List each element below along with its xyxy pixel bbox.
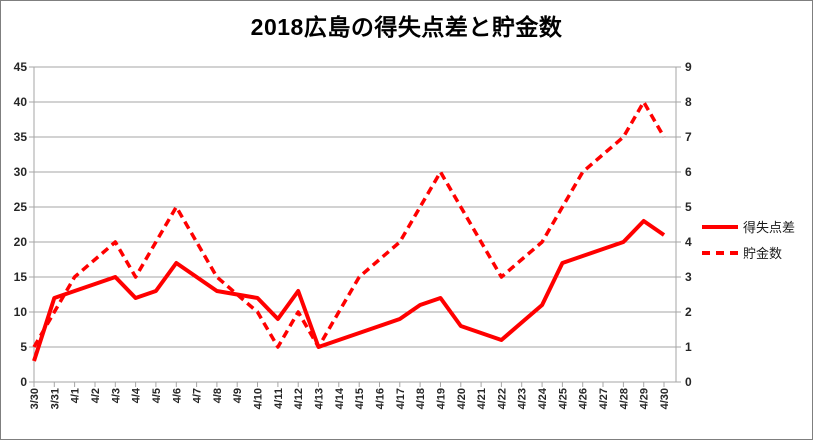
y-axis-label-right: 5 <box>685 200 692 214</box>
x-axis-label: 4/15 <box>354 388 366 409</box>
y-axis-label-right: 4 <box>685 235 692 249</box>
legend-line-dashed-swatch <box>702 250 738 255</box>
chart-title: 2018広島の得失点差と貯金数 <box>250 14 563 40</box>
y-axis-label-right: 9 <box>685 60 692 74</box>
series-line-dashed <box>32 100 666 349</box>
x-axis-label: 4/29 <box>639 388 651 409</box>
y-axis-label-left: 0 <box>20 375 27 389</box>
y-axis-label-right: 0 <box>685 375 692 389</box>
x-axis-label: 4/28 <box>618 388 630 409</box>
x-axis-label: 4/5 <box>151 388 163 403</box>
x-axis-label: 3/31 <box>49 388 61 409</box>
y-axis-label-right: 3 <box>685 270 692 284</box>
series-line-solid <box>32 219 666 362</box>
x-axis-label: 4/1 <box>70 388 82 403</box>
x-axis-label: 4/6 <box>171 388 183 403</box>
x-axis-label: 4/26 <box>578 388 590 409</box>
y-axis-label-left: 10 <box>14 305 28 319</box>
y-axis-label-right: 8 <box>685 95 692 109</box>
y-axis-label-left: 35 <box>14 130 28 144</box>
x-axis-label: 4/7 <box>192 388 204 403</box>
y-axis-label-left: 25 <box>14 200 28 214</box>
x-axis-label: 4/14 <box>334 387 346 409</box>
x-axis-label: 4/27 <box>598 388 610 409</box>
x-axis-label: 4/20 <box>456 388 468 409</box>
x-axis-label: 4/16 <box>375 388 387 409</box>
x-axis-label: 4/10 <box>253 388 265 409</box>
y-axis-label-right: 1 <box>685 340 692 354</box>
x-axis-label: 4/12 <box>293 388 305 409</box>
y-axis-label-right: 7 <box>685 130 692 144</box>
legend-label-series2: 貯金数 <box>743 246 783 261</box>
x-axis-label: 4/30 <box>659 388 671 409</box>
x-axis-label: 4/13 <box>314 388 326 409</box>
legend-label-series1: 得失点差 <box>743 220 796 235</box>
legend-item-run-differential: 得失点差 <box>702 218 795 235</box>
x-axis-label: 4/17 <box>395 388 407 409</box>
legend: 得失点差 貯金数 <box>702 218 795 261</box>
y-axis-label-left: 15 <box>14 270 28 284</box>
y-axis-label-left: 5 <box>20 340 27 354</box>
x-axis-label: 4/11 <box>273 388 285 409</box>
y-axis-label-left: 45 <box>14 60 28 74</box>
x-axis-label: 4/25 <box>557 388 569 409</box>
x-axis-label: 4/4 <box>131 387 143 403</box>
y-axis-label-right: 2 <box>685 305 692 319</box>
legend-item-savings: 貯金数 <box>702 244 795 261</box>
x-axis-label: 4/22 <box>496 388 508 409</box>
y-axis-label-right: 6 <box>685 165 692 179</box>
y-axis-label-left: 40 <box>14 95 28 109</box>
x-axis-label: 4/2 <box>90 388 102 403</box>
x-axis-label: 4/18 <box>415 388 427 409</box>
x-axis-label: 4/19 <box>436 388 448 409</box>
x-axis-label: 4/9 <box>232 388 244 403</box>
y-axis-label-left: 20 <box>14 235 28 249</box>
x-axis-label: 3/30 <box>29 388 41 409</box>
x-axis-label: 4/3 <box>110 388 122 403</box>
x-axis-label: 4/24 <box>537 387 549 409</box>
legend-line-solid-swatch <box>702 224 738 229</box>
x-axis-label: 4/8 <box>212 388 224 403</box>
y-axis-label-left: 30 <box>14 165 28 179</box>
x-axis-label: 4/21 <box>476 388 488 409</box>
x-axis-label: 4/23 <box>517 388 529 409</box>
